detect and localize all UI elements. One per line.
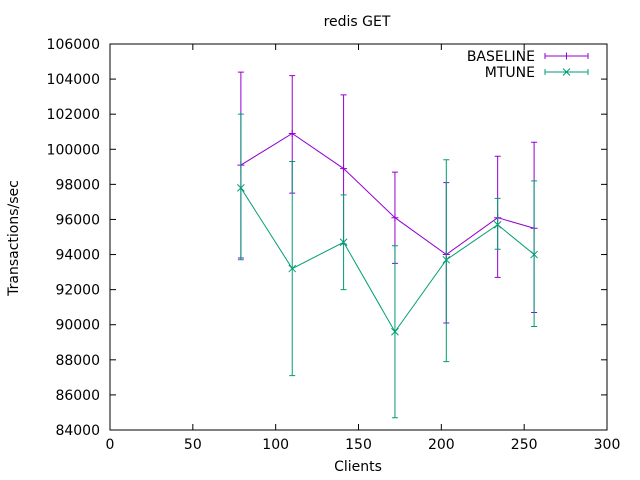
y-tick-label: 102000 <box>47 107 100 123</box>
x-tick-label: 250 <box>511 437 538 453</box>
x-tick-label: 200 <box>428 437 455 453</box>
chart-title: redis GET <box>324 14 391 30</box>
series-layer <box>237 71 538 419</box>
x-tick-label: 100 <box>262 437 289 453</box>
legend-marker <box>562 68 571 76</box>
data-point <box>288 264 297 273</box>
series-line <box>240 132 535 256</box>
data-point <box>237 184 245 192</box>
data-point <box>288 129 296 137</box>
data-point <box>530 250 538 259</box>
x-tick-label: 300 <box>594 437 621 453</box>
data-point <box>340 165 348 173</box>
data-point <box>339 238 348 247</box>
legend-marker <box>563 52 570 60</box>
error-bar <box>494 197 501 250</box>
legend-swatch-caps <box>544 69 589 75</box>
legend-swatch-caps <box>544 53 589 59</box>
error-bar <box>531 180 538 327</box>
x-tick-label: 50 <box>184 437 202 453</box>
y-tick-label: 88000 <box>55 353 100 369</box>
series-line <box>240 187 535 333</box>
plot-area-border <box>109 43 608 431</box>
y-tick-label: 98000 <box>55 177 100 193</box>
y-tick-label: 92000 <box>55 283 100 299</box>
y-tick-label: 84000 <box>55 423 100 439</box>
x-tick-label: 0 <box>106 437 115 453</box>
y-axis-label: Transactions/sec <box>6 180 22 297</box>
y-tick-label: 96000 <box>55 212 100 228</box>
data-point <box>391 214 399 222</box>
error-bar <box>443 159 450 363</box>
series-baseline <box>237 71 538 324</box>
y-tick-label: 106000 <box>47 37 100 53</box>
x-tick-label: 150 <box>345 437 372 453</box>
error-bar <box>237 113 244 261</box>
y-tick-label: 104000 <box>47 72 100 88</box>
data-point <box>391 327 399 336</box>
x-axis-label: Clients <box>334 459 382 475</box>
legend-item-baseline: BASELINE <box>467 49 589 65</box>
axis-ticks: 0 50 100 150 200 250 300 84000 86000 88000 90000 92… <box>47 37 621 453</box>
legend-label: BASELINE <box>467 49 535 65</box>
data-point <box>442 255 451 264</box>
y-tick-label: 90000 <box>55 318 100 334</box>
y-tick-label: 94000 <box>55 248 100 264</box>
data-point <box>493 220 502 229</box>
y-tick-label: 86000 <box>55 388 100 404</box>
legend-item-mtune: MTUNE <box>485 65 589 81</box>
y-tick-label: 100000 <box>47 142 100 158</box>
legend-label: MTUNE <box>485 65 535 81</box>
series-mtune <box>237 113 538 419</box>
